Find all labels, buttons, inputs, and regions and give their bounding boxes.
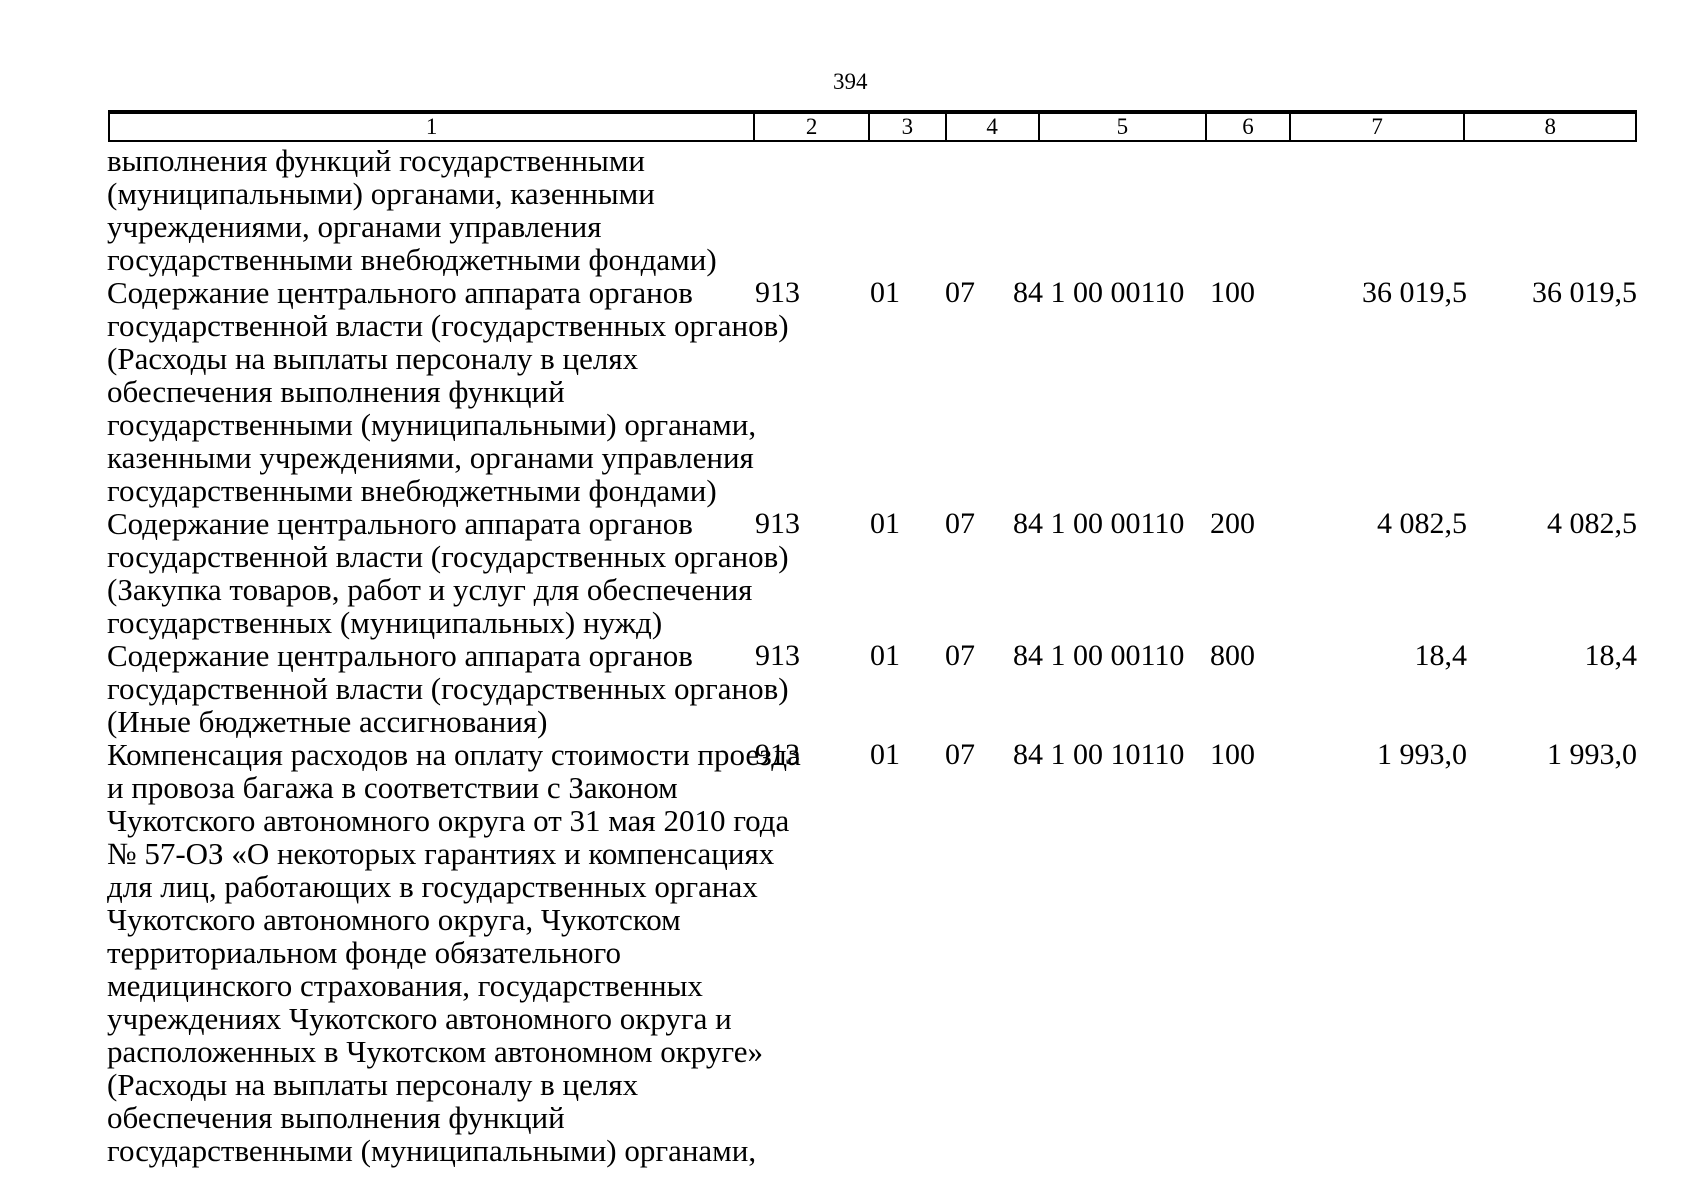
row-code-section: 01 bbox=[870, 276, 900, 309]
row-name: Содержание центрального аппарата органов… bbox=[107, 506, 789, 640]
row-amount-1: 36 019,5 bbox=[1362, 276, 1467, 309]
row-code-subsection: 07 bbox=[945, 738, 975, 771]
table-row: Компенсация расходов на оплату стоимости… bbox=[0, 738, 1698, 1167]
row-code-target-article: 84 1 00 00110 bbox=[1013, 639, 1185, 672]
table-row: Содержание центрального аппарата органов… bbox=[0, 639, 1698, 738]
column-header-2: 2 bbox=[753, 114, 868, 140]
row-code-subsection: 07 bbox=[945, 276, 975, 309]
row-code-section: 01 bbox=[870, 507, 900, 540]
row-amount-2: 1 993,0 bbox=[1547, 738, 1637, 771]
row-code-grbs: 913 bbox=[755, 507, 800, 540]
row-name: Содержание центрального аппарата органов… bbox=[107, 638, 789, 739]
row-code-target-article: 84 1 00 00110 bbox=[1013, 276, 1185, 309]
row-code-target-article: 84 1 00 00110 bbox=[1013, 507, 1185, 540]
table-row: Содержание центрального аппарата органов… bbox=[0, 276, 1698, 507]
column-header-4: 4 bbox=[944, 114, 1038, 140]
row-amount-1: 1 993,0 bbox=[1377, 738, 1467, 771]
row-code-grbs: 913 bbox=[755, 738, 800, 771]
row-code-target-article: 84 1 00 10110 bbox=[1013, 738, 1185, 771]
row-code-expense-type: 100 bbox=[1210, 276, 1255, 309]
table-body: выполнения функций государственными (мун… bbox=[0, 144, 1698, 1167]
column-header-1: 1 bbox=[425, 114, 438, 139]
row-code-subsection: 07 bbox=[945, 507, 975, 540]
row-code-section: 01 bbox=[870, 738, 900, 771]
row-code-expense-type: 100 bbox=[1210, 738, 1255, 771]
row-code-grbs: 913 bbox=[755, 276, 800, 309]
column-header-3: 3 bbox=[868, 114, 945, 140]
table-row: Содержание центрального аппарата органов… bbox=[0, 507, 1698, 639]
page-number: 394 bbox=[833, 69, 868, 94]
row-amount-2: 36 019,5 bbox=[1532, 276, 1637, 309]
row-code-grbs: 913 bbox=[755, 639, 800, 672]
column-header-8: 8 bbox=[1463, 114, 1635, 140]
row-amount-2: 4 082,5 bbox=[1547, 507, 1637, 540]
row-code-expense-type: 800 bbox=[1210, 639, 1255, 672]
table-row: выполнения функций государственными (мун… bbox=[0, 144, 1698, 276]
table-column-header-row: 1 2 3 4 5 6 7 8 bbox=[108, 110, 1637, 142]
row-code-subsection: 07 bbox=[945, 639, 975, 672]
row-name: Содержание центрального аппарата органов… bbox=[107, 275, 789, 508]
row-name: Компенсация расходов на оплату стоимости… bbox=[107, 737, 801, 1168]
row-name-continuation: выполнения функций государственными (мун… bbox=[107, 143, 717, 277]
row-amount-2: 18,4 bbox=[1584, 639, 1638, 672]
row-amount-1: 4 082,5 bbox=[1377, 507, 1467, 540]
row-code-section: 01 bbox=[870, 639, 900, 672]
row-amount-1: 18,4 bbox=[1414, 639, 1468, 672]
column-header-6: 6 bbox=[1205, 114, 1289, 140]
column-header-5: 5 bbox=[1037, 114, 1206, 140]
column-header-7: 7 bbox=[1288, 114, 1464, 140]
row-code-expense-type: 200 bbox=[1210, 507, 1255, 540]
